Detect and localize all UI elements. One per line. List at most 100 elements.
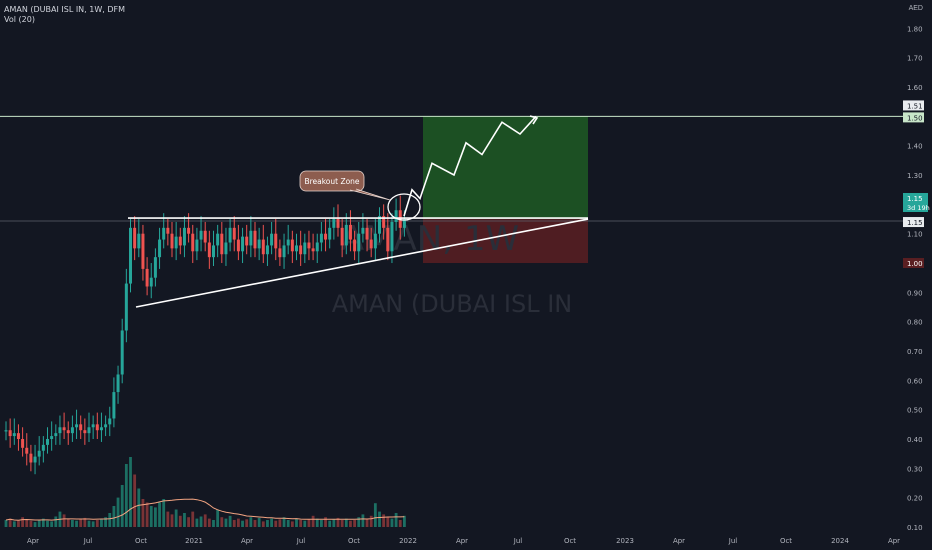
candle-body <box>199 230 203 240</box>
candle-body <box>207 242 211 258</box>
volume-bar <box>332 519 336 527</box>
volume-bar <box>349 520 352 527</box>
volume-bar <box>212 520 215 527</box>
volume-bar <box>274 520 278 527</box>
x-tick-label: Apr <box>456 537 468 545</box>
candle-body <box>8 430 12 437</box>
y-tick-label: 0.30 <box>907 465 923 473</box>
symbol-title[interactable]: AMAN (DUBAI ISL IN, 1W, DFM <box>4 5 125 14</box>
candle-body <box>46 439 49 445</box>
y-tick-label: 1.40 <box>907 143 923 151</box>
candle-body <box>124 283 128 331</box>
candle-body <box>382 216 386 228</box>
y-tick-label: 1.30 <box>907 172 923 180</box>
x-tick-label: Apr <box>673 537 685 545</box>
stop-price-label: 1.00 <box>907 260 923 268</box>
volume-bar <box>50 521 54 527</box>
volume-bar <box>286 520 290 527</box>
volume-bar <box>328 520 332 527</box>
candle-body <box>162 227 166 240</box>
volume-bar <box>108 513 112 527</box>
candle-body <box>373 233 377 249</box>
candle-body <box>315 242 319 252</box>
breakout-circle <box>387 193 421 221</box>
volume-bar <box>290 521 294 527</box>
x-tick-label: Oct <box>135 537 147 545</box>
volume-bar <box>361 514 365 527</box>
candle-body <box>386 227 390 252</box>
candle-body <box>166 227 170 234</box>
candle-body <box>224 242 228 255</box>
candle-body <box>95 424 99 431</box>
volume-bar <box>357 517 361 527</box>
candle-body <box>170 233 174 249</box>
volume-bar <box>12 521 16 527</box>
candle-body <box>311 248 315 252</box>
candle-body <box>75 424 79 428</box>
volume-bar <box>133 474 137 527</box>
candle-body <box>4 430 8 432</box>
y-tick-label: 1.60 <box>907 84 923 92</box>
candle-body <box>153 257 157 278</box>
y-tick-label: 0.60 <box>907 377 923 385</box>
candle-body <box>348 224 352 240</box>
volume-bar <box>75 520 78 527</box>
volume-bar <box>66 518 70 527</box>
candle-body <box>108 418 112 425</box>
candle-body <box>66 430 70 434</box>
volume-bar <box>162 499 166 527</box>
candle-body <box>216 233 220 246</box>
top-price-label: 1.51 <box>907 102 923 110</box>
candle-body <box>133 227 137 249</box>
volume-bar <box>124 464 128 527</box>
candle-body <box>12 433 16 437</box>
candle-body <box>357 233 361 252</box>
volume-bar <box>295 518 298 527</box>
y-tick-label: 0.10 <box>907 524 923 532</box>
candle-body <box>236 239 240 252</box>
candle-body <box>70 427 74 434</box>
volume-bar <box>382 514 386 527</box>
volume-bar <box>257 517 261 527</box>
volume-bar <box>191 511 195 527</box>
callout-text: Breakout Zone <box>304 177 359 186</box>
candle-body <box>344 224 348 246</box>
volume-bar <box>33 522 37 527</box>
candle-body <box>79 424 83 431</box>
volume-bar <box>282 517 286 527</box>
candle-body <box>87 427 91 434</box>
candle-body <box>286 239 290 246</box>
volume-bar <box>112 506 116 527</box>
x-tick-label: Jul <box>513 537 523 545</box>
volume-bar <box>365 518 369 527</box>
candle-body <box>91 424 95 428</box>
candle-body <box>158 239 162 258</box>
candle-body <box>232 227 236 240</box>
volume-bar <box>25 519 29 527</box>
volume-bar <box>241 520 244 527</box>
volume-bar <box>324 517 327 527</box>
candle-body <box>174 236 178 249</box>
volume-bar <box>116 497 120 527</box>
candle-body <box>203 230 207 243</box>
y-tick-label: 0.70 <box>907 348 923 356</box>
volume-bar <box>104 517 107 527</box>
loss-zone <box>423 219 588 264</box>
candle-body <box>21 439 25 448</box>
volume-bar <box>100 519 103 527</box>
candle-body <box>361 227 365 234</box>
volume-bar <box>41 518 45 527</box>
volume-bar <box>145 502 149 527</box>
volume-bar <box>120 485 124 527</box>
volume-indicator-label[interactable]: Vol (20) <box>4 15 35 24</box>
candle-body <box>390 221 394 252</box>
candle-body <box>295 245 298 252</box>
volume-bar <box>220 517 224 527</box>
candle-body <box>99 427 103 431</box>
volume-bar <box>8 518 12 527</box>
y-tick-label: 0.80 <box>907 319 923 327</box>
volume-bar <box>403 515 406 527</box>
target-price-label-bg <box>903 112 924 123</box>
y-tick-label: 0.50 <box>907 407 923 415</box>
